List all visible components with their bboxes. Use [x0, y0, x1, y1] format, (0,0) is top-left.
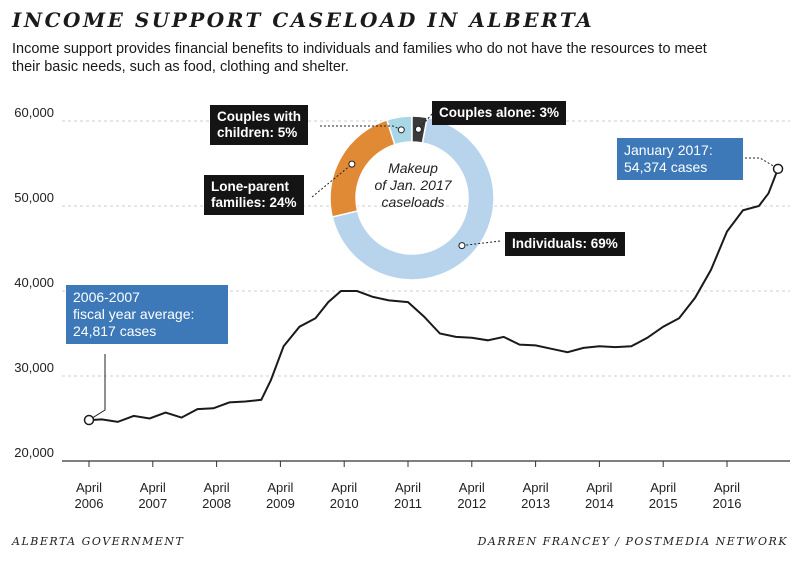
x-tick-label-month: April	[76, 480, 102, 495]
x-tick-label-month: April	[267, 480, 293, 495]
couples-with-children-leader	[320, 125, 402, 131]
start-annotation: 2006-2007 fiscal year average: 24,817 ca…	[66, 285, 228, 344]
x-tick-label-year: 2007	[138, 496, 167, 511]
x-tick-label-year: 2008	[202, 496, 231, 511]
start-annotation-connector	[88, 354, 106, 421]
individuals-leader-dot	[458, 242, 466, 250]
caseload-series-line	[88, 168, 779, 423]
y-tick-label: 40,000	[14, 275, 54, 290]
end-annotation-line-2: 54,374 cases	[624, 159, 708, 175]
donut-chart	[329, 115, 495, 281]
donut-slice-individuals	[331, 116, 495, 281]
lone-parent-leader	[311, 163, 353, 198]
couples-with-children-label: Couples with children: 5%	[210, 105, 308, 145]
couples-alone-label: Couples alone: 3%	[432, 101, 567, 125]
end-point-marker	[772, 163, 784, 175]
y-tick-label: 60,000	[14, 105, 54, 120]
x-tick-label-year: 2013	[521, 496, 550, 511]
donut-center-label: Makeup of Jan. 2017 caseloads	[358, 160, 468, 211]
x-tick-label-year: 2006	[75, 496, 104, 511]
x-tick-label-month: April	[140, 480, 166, 495]
individuals-label: Individuals: 69%	[505, 232, 625, 256]
lone-parent-leader-dot	[348, 160, 356, 168]
end-annotation-line-1: January 2017:	[624, 142, 713, 158]
couples-with-children-leader-dot	[397, 126, 405, 134]
x-tick-label-month: April	[204, 480, 230, 495]
source-credit: ALBERTA GOVERNMENT	[12, 535, 185, 548]
end-annotation-connector	[729, 157, 779, 170]
lone-parent-line-2: families: 24%	[211, 195, 297, 210]
chart-subtitle: Income support provides financial benefi…	[12, 41, 707, 75]
x-tick-label-year: 2011	[394, 496, 422, 511]
lone-parent-line-1: Lone-parent	[211, 179, 290, 194]
x-tick-label-month: April	[714, 480, 740, 495]
x-tick-label-year: 2010	[330, 496, 359, 511]
start-annotation-line-1: 2006-2007	[73, 289, 140, 305]
x-tick-label-month: April	[331, 480, 357, 495]
donut-center-line-3: caseloads	[381, 194, 445, 210]
chart-title: INCOME SUPPORT CASELOAD IN ALBERTA	[12, 8, 595, 32]
x-tick-label-month: April	[586, 480, 612, 495]
author-credit: DARREN FRANCEY / POSTMEDIA NETWORK	[477, 535, 788, 548]
y-tick-label: 20,000	[14, 445, 54, 460]
y-tick-label: 30,000	[14, 360, 54, 375]
x-tick-label-year: 2015	[649, 496, 678, 511]
couples-with-children-line-2: children: 5%	[217, 125, 298, 140]
end-annotation: January 2017: 54,374 cases	[617, 138, 743, 180]
x-tick-label-month: April	[650, 480, 676, 495]
x-tick-label-year: 2009	[266, 496, 295, 511]
x-tick-label-month: April	[459, 480, 485, 495]
x-tick-label-month: April	[395, 480, 421, 495]
x-tick-label-year: 2012	[457, 496, 486, 511]
lone-parent-label: Lone-parent families: 24%	[204, 175, 304, 215]
start-point-marker	[83, 414, 95, 426]
couples-with-children-line-1: Couples with	[217, 109, 301, 124]
couples-alone-leader-dot	[414, 125, 422, 133]
x-tick-label-year: 2016	[713, 496, 742, 511]
start-annotation-line-3: 24,817 cases	[73, 323, 157, 339]
x-tick-label-month: April	[523, 480, 549, 495]
donut-center-line-1: Makeup	[388, 160, 438, 176]
donut-center-line-2: of Jan. 2017	[374, 177, 452, 193]
start-annotation-line-2: fiscal year average:	[73, 306, 195, 322]
y-tick-label: 50,000	[14, 190, 54, 205]
x-tick-label-year: 2014	[585, 496, 614, 511]
